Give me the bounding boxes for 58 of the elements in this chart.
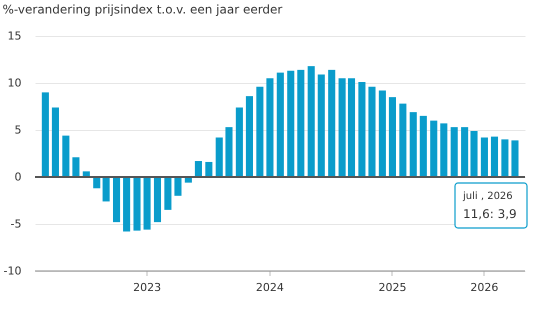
- y-tick-label: 0: [14, 170, 22, 184]
- bar: [511, 140, 519, 177]
- y-tick-label: -10: [4, 264, 22, 278]
- bar: [358, 82, 366, 177]
- bar: [205, 162, 212, 177]
- bar: [318, 74, 325, 177]
- bar: [470, 130, 478, 177]
- bar: [225, 127, 233, 177]
- bar: [348, 78, 356, 177]
- y-tick-label: 15: [8, 30, 22, 42]
- annotation: juli , 2026: [462, 191, 513, 202]
- bar: [256, 86, 264, 177]
- bar: [93, 177, 100, 188]
- y-tick-label: 5: [14, 124, 22, 136]
- bar: [461, 127, 468, 177]
- bar: [42, 92, 49, 177]
- bar: [388, 97, 396, 177]
- x-tick-label: 2025: [378, 281, 406, 294]
- bar: [490, 136, 498, 177]
- bar: [287, 70, 294, 177]
- bar: [236, 107, 243, 177]
- bar: [410, 112, 417, 177]
- bar: [102, 177, 110, 202]
- x-tick-label: 2023: [133, 281, 162, 294]
- bar: [112, 177, 120, 222]
- bar: [266, 78, 274, 177]
- bar: [420, 116, 427, 177]
- bar: [72, 157, 80, 177]
- annotation: 11,6: 3,9: [463, 207, 517, 221]
- bar: [246, 96, 253, 177]
- bar: [440, 123, 448, 177]
- x-tick-label: 2024: [256, 281, 284, 294]
- bar: [378, 90, 386, 177]
- bar: [174, 177, 182, 196]
- bar: [133, 177, 141, 231]
- bar: [276, 72, 284, 177]
- bar: [368, 86, 376, 177]
- bar: [62, 136, 70, 177]
- bar: [328, 70, 336, 177]
- bar: [399, 104, 406, 177]
- bar: [450, 127, 458, 177]
- bar: [480, 138, 488, 177]
- bar: [216, 138, 223, 177]
- bar: [144, 177, 151, 230]
- bar: [123, 177, 130, 232]
- y-tick-label: 10: [8, 76, 22, 90]
- bar: [338, 78, 346, 177]
- bar: [154, 177, 162, 222]
- bar: [430, 120, 438, 177]
- bar: [194, 161, 202, 177]
- y-axis-title: %-verandering prijsindex t.o.v. een jaar eerder: [2, 2, 282, 16]
- bar: [297, 70, 304, 177]
- bar: [164, 177, 172, 210]
- bar: [52, 107, 59, 177]
- y-tick-label: -5: [10, 218, 22, 230]
- bar: [308, 66, 315, 177]
- bar: [501, 139, 508, 177]
- x-tick-label: 2026: [470, 281, 498, 294]
